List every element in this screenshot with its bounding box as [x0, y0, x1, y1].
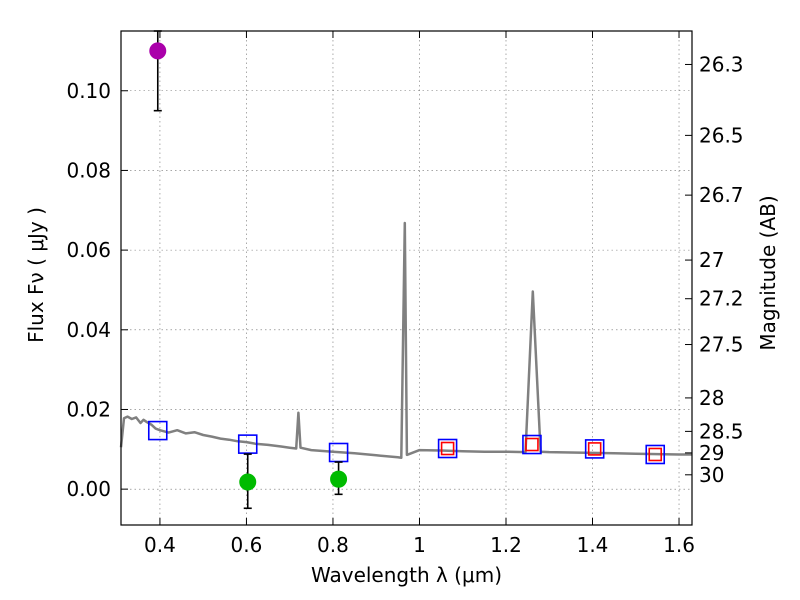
model-square	[437, 438, 458, 459]
ticks: 0.4 0.6 0.8 1 1.2 1.4 1.6 0.00 0.02 0.04 0.06 0.08 0…	[66, 31, 744, 557]
data-point	[239, 473, 257, 491]
right-tick-label: 26.3	[699, 52, 744, 76]
x-tick-label: 1.2	[490, 533, 522, 557]
model-square	[440, 441, 455, 456]
model-square	[237, 434, 258, 454]
x-tick-label: 1	[413, 533, 426, 557]
right-tick-label: 27.5	[699, 333, 744, 357]
plot-frame	[120, 30, 693, 526]
x-axis-label: Wavelength λ (μm)	[311, 563, 502, 587]
y-tick-label: 0.00	[66, 477, 111, 501]
spectrum-line	[119, 221, 692, 459]
y-tick-label: 0.08	[66, 158, 111, 182]
right-tick-label: 26.7	[699, 183, 744, 207]
model-square	[645, 444, 666, 465]
model-square	[587, 442, 602, 456]
right-tick-label: 27	[699, 248, 724, 272]
model-square	[522, 434, 542, 455]
series	[119, 30, 692, 510]
right-tick-label: 30	[699, 463, 724, 487]
y-tick-label: 0.06	[66, 238, 111, 262]
model-square	[648, 447, 663, 462]
right-tick-label: 28.5	[699, 419, 744, 443]
data-point	[149, 42, 167, 60]
x-tick-label: 0.8	[317, 533, 349, 557]
x-tick-label: 1.4	[577, 533, 609, 557]
right-tick-label: 29	[699, 441, 724, 465]
right-tick-label: 26.5	[699, 123, 744, 147]
y-tick-label: 0.02	[66, 397, 111, 421]
data-point	[330, 470, 348, 488]
model-square	[525, 437, 539, 452]
x-tick-label: 1.6	[663, 533, 695, 557]
x-tick-label: 0.6	[231, 533, 263, 557]
model-square	[584, 439, 605, 459]
model-square	[147, 420, 168, 441]
right-axis-label: Magnitude (AB)	[756, 195, 780, 350]
y-axis-label: Flux Fν ( μJy )	[24, 207, 48, 343]
x-tick-label: 0.4	[144, 533, 176, 557]
y-tick-label: 0.04	[66, 318, 111, 342]
grid	[121, 31, 692, 525]
right-tick-label: 28	[699, 386, 724, 410]
right-tick-label: 27.2	[699, 287, 744, 311]
y-tick-label: 0.10	[66, 79, 111, 103]
